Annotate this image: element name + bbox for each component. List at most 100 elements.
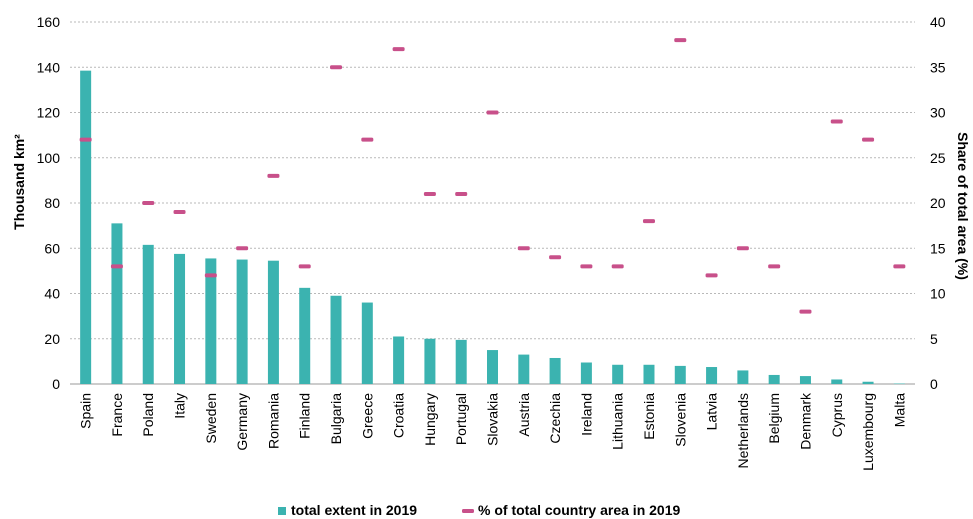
legend-swatch-bar <box>278 507 286 515</box>
share-marker <box>486 110 499 115</box>
legend-label-bar: total extent in 2019 <box>291 502 417 518</box>
share-marker <box>674 38 687 43</box>
bar <box>393 336 405 384</box>
x-tick-label: Portugal <box>453 393 469 445</box>
share-marker <box>611 264 624 269</box>
share-marker <box>236 246 249 251</box>
bar <box>862 381 874 384</box>
share-marker <box>204 273 217 278</box>
x-tick-label: Sweden <box>203 393 219 444</box>
left-axis-ticks: 0 20 40 60 80 100 120 140 160 <box>37 14 61 392</box>
x-tick-label: Hungary <box>422 393 438 446</box>
y-tick-label: 0 <box>52 376 60 392</box>
y-tick-label: 80 <box>44 195 60 211</box>
bar <box>643 364 655 384</box>
gridlines <box>70 21 915 385</box>
bar <box>612 364 624 384</box>
y2-tick-label: 30 <box>930 105 946 121</box>
x-tick-label: Slovakia <box>485 393 501 446</box>
bar <box>455 339 467 384</box>
bar <box>267 260 279 384</box>
share-marker <box>580 264 593 269</box>
bar <box>236 259 248 384</box>
bar <box>799 376 811 384</box>
x-tick-label: France <box>109 393 125 437</box>
x-tick-label: Finland <box>297 393 313 439</box>
share-marker <box>361 137 374 142</box>
x-tick-label: Romania <box>265 393 281 449</box>
bar <box>299 287 311 384</box>
y2-tick-label: 25 <box>930 150 946 166</box>
y2-tick-label: 5 <box>930 331 938 347</box>
bar <box>549 357 561 384</box>
share-marker <box>79 137 92 142</box>
bar <box>831 379 843 384</box>
y2-tick-label: 20 <box>930 195 946 211</box>
x-tick-label: Ireland <box>578 393 594 436</box>
share-marker <box>830 119 843 124</box>
x-tick-label: Spain <box>78 393 94 429</box>
y-tick-label: 60 <box>44 240 60 256</box>
bar <box>737 370 749 384</box>
x-tick-label: Croatia <box>391 393 407 438</box>
y-tick-label: 40 <box>44 286 60 302</box>
legend-label-marker: % of total country area in 2019 <box>478 502 680 518</box>
x-tick-label: Lithuania <box>610 393 626 450</box>
y2-tick-label: 15 <box>930 240 946 256</box>
bar <box>580 362 592 384</box>
legend: total extent in 2019 % of total country … <box>278 502 680 518</box>
bar <box>768 374 780 384</box>
share-marker <box>642 219 655 224</box>
category-labels: Spain France Poland Italy Sweden Germany Roman… <box>78 392 908 471</box>
share-marker <box>705 273 718 278</box>
y-tick-label: 140 <box>37 59 61 75</box>
bar <box>487 350 498 384</box>
x-tick-label: Greece <box>359 393 375 439</box>
share-marker <box>893 264 906 269</box>
x-tick-label: Poland <box>140 393 156 437</box>
bar <box>706 367 718 384</box>
share-marker <box>330 65 343 70</box>
bar <box>330 295 342 384</box>
bar <box>174 253 186 384</box>
y-tick-label: 20 <box>44 331 60 347</box>
share-marker <box>298 264 311 269</box>
x-tick-label: Austria <box>516 393 532 437</box>
legend-swatch-marker <box>462 509 474 513</box>
x-tick-label: Denmark <box>797 392 813 450</box>
share-marker <box>423 191 436 196</box>
share-marker <box>862 137 875 142</box>
bar-series <box>80 70 905 385</box>
share-marker <box>799 309 812 314</box>
share-marker <box>142 201 155 205</box>
x-tick-label: Bulgaria <box>328 393 344 445</box>
bar <box>142 244 154 384</box>
x-tick-label: Italy <box>172 393 188 419</box>
right-axis-ticks: 0 5 10 15 20 25 30 35 40 <box>930 14 946 392</box>
y2-axis-title: Share of total area (%) <box>955 132 971 280</box>
x-tick-label: Belgium <box>766 393 782 444</box>
y-tick-label: 100 <box>37 150 61 166</box>
bar <box>80 70 92 385</box>
y2-tick-label: 10 <box>930 286 946 302</box>
share-marker <box>517 246 530 251</box>
y2-tick-label: 0 <box>930 376 938 392</box>
share-marker <box>173 210 186 215</box>
share-marker <box>768 264 781 269</box>
bar <box>424 338 436 384</box>
share-marker <box>392 47 405 52</box>
x-tick-label: Malta <box>891 393 907 427</box>
x-tick-label: Luxembourg <box>860 393 876 471</box>
marker-series <box>79 38 906 314</box>
y-tick-label: 120 <box>37 105 61 121</box>
bar <box>893 383 905 385</box>
x-tick-label: Latvia <box>704 393 720 431</box>
bar <box>674 365 686 384</box>
x-tick-label: Cyprus <box>829 393 845 437</box>
y2-tick-label: 40 <box>930 14 946 30</box>
share-marker <box>455 191 468 196</box>
y-axis-title: Thousand km² <box>11 134 27 230</box>
bar <box>205 258 217 384</box>
x-tick-label: Netherlands <box>735 393 751 469</box>
